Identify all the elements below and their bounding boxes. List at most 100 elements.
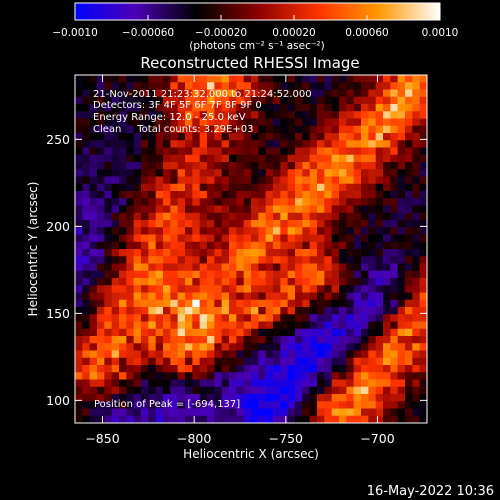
heatmap-cell (126, 299, 135, 308)
heatmap-cell (221, 234, 230, 243)
heatmap-cell (82, 125, 91, 134)
heatmap-cell (104, 125, 113, 134)
heatmap-cell (361, 212, 369, 221)
heatmap-cell (375, 227, 384, 236)
heatmap-cell (295, 365, 303, 373)
heatmap-cell (141, 162, 149, 170)
heatmap-cell (82, 241, 91, 250)
heatmap-cell (390, 234, 399, 243)
heatmap-cell (177, 176, 186, 185)
heatmap-cell (89, 169, 98, 178)
heatmap-cell (390, 299, 399, 308)
heatmap-cell (265, 394, 274, 402)
heatmap-cell (141, 96, 149, 105)
heatmap-cell (163, 198, 171, 207)
heatmap-cell (383, 191, 391, 199)
colorbar-tick-label: −0.00020 (195, 27, 247, 39)
heatmap-cell (192, 394, 201, 402)
heatmap-cell (361, 336, 369, 344)
heatmap-cell (97, 415, 105, 423)
heatmap-cell (375, 241, 384, 250)
heatmap-cell (397, 365, 406, 373)
heatmap-cell (346, 386, 355, 395)
heatmap-cell (199, 343, 208, 352)
heatmap-cell (258, 220, 267, 228)
heatmap-cell (126, 321, 135, 330)
heatmap-cell (339, 169, 347, 178)
heatmap-cell (192, 234, 201, 243)
heatmap-cell (324, 394, 333, 402)
heatmap-cell (295, 96, 303, 105)
heatmap-cell (405, 75, 413, 83)
heatmap-cell (75, 125, 83, 134)
heatmap-cell (419, 111, 427, 120)
heatmap-cell (236, 82, 245, 91)
heatmap-cell (339, 343, 347, 352)
heatmap-cell (141, 379, 149, 388)
heatmap-cell (295, 183, 303, 192)
heatmap-cell (199, 401, 208, 410)
heatmap-cell (214, 379, 223, 388)
heatmap-cell (75, 205, 83, 214)
heatmap-cell (273, 408, 281, 417)
heatmap-cell (104, 343, 113, 352)
heatmap-cell (419, 401, 427, 410)
heatmap-cell (119, 183, 127, 192)
heatmap-cell (287, 133, 296, 141)
heatmap-cell (214, 336, 223, 344)
heatmap-cell (177, 111, 186, 120)
x-axis-ticks: −850 −800 −750 −700 (85, 75, 395, 446)
heatmap-cell (89, 183, 98, 192)
heatmap-cell (405, 343, 413, 352)
heatmap-cell (419, 386, 427, 395)
heatmap-cell (214, 96, 223, 105)
heatmap-cell (97, 205, 105, 214)
heatmap-cell (199, 96, 208, 105)
heatmap-cell (405, 285, 413, 294)
heatmap-cell (155, 379, 164, 388)
heatmap-cell (141, 183, 149, 192)
heatmap-cell (258, 140, 267, 149)
heatmap-cell (177, 263, 186, 272)
heatmap-cell (111, 241, 120, 250)
heatmap-cell (280, 96, 289, 105)
heatmap-cell (104, 147, 113, 156)
heatmap-cell (185, 372, 193, 381)
heatmap-cell (295, 415, 303, 423)
heatmap-cell (185, 198, 193, 207)
heatmap-cell (75, 350, 83, 359)
heatmap-cell (339, 401, 347, 410)
heatmap-cell (97, 104, 105, 112)
heatmap-cell (111, 372, 120, 381)
heatmap-cell (280, 198, 289, 207)
heatmap-cell (199, 270, 208, 279)
heatmap-cell (185, 299, 193, 308)
heatmap-cell (317, 394, 325, 402)
heatmap-cell (89, 96, 98, 105)
heatmap-cell (155, 220, 164, 228)
heatmap-cell (309, 321, 318, 330)
heatmap-cell (229, 278, 237, 286)
heatmap-cell (104, 205, 113, 214)
heatmap-cell (280, 314, 289, 323)
heatmap-cell (412, 270, 421, 279)
heatmap-cell (133, 140, 142, 149)
heatmap-cell (199, 249, 208, 257)
heatmap-cell (287, 328, 296, 337)
heatmap-cell (397, 357, 406, 366)
heatmap-cell (317, 154, 325, 163)
heatmap-cell (229, 191, 237, 199)
heatmap-cell (419, 191, 427, 199)
heatmap-cell (280, 133, 289, 141)
heatmap-cell (397, 336, 406, 344)
heatmap-cell (214, 401, 223, 410)
heatmap-cell (111, 82, 120, 91)
heatmap-cell (324, 328, 333, 337)
heatmap-cell (265, 321, 274, 330)
heatmap-cell (75, 162, 83, 170)
heatmap-cell (126, 234, 135, 243)
heatmap-cell (412, 401, 421, 410)
heatmap-cell (368, 408, 377, 417)
heatmap-cell (236, 285, 245, 294)
heatmap-cell (133, 415, 142, 423)
